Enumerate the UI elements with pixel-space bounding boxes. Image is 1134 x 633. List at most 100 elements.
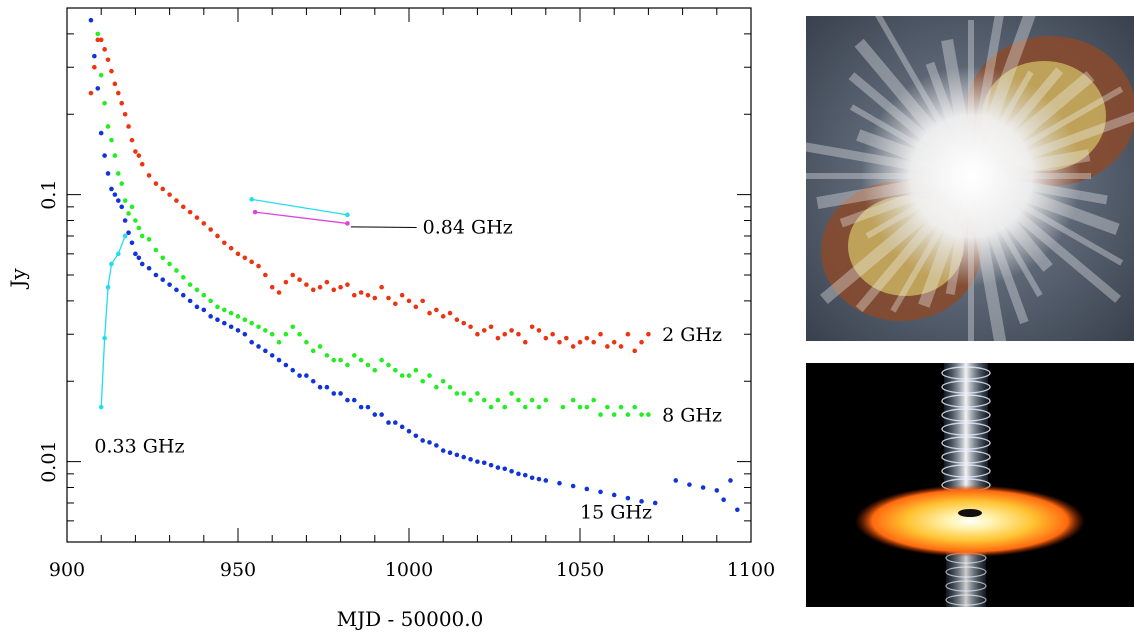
data-point xyxy=(646,412,651,417)
data-point xyxy=(345,212,350,218)
data-point xyxy=(522,472,528,478)
data-point xyxy=(577,404,583,410)
data-point xyxy=(252,209,258,215)
data-point xyxy=(208,298,213,304)
data-point xyxy=(379,357,384,363)
data-point xyxy=(174,268,179,273)
series-line xyxy=(255,211,348,225)
data-point xyxy=(187,298,193,304)
data-point xyxy=(577,339,583,345)
data-point xyxy=(98,404,104,410)
data-point xyxy=(297,373,302,378)
data-point xyxy=(290,272,296,278)
data-point xyxy=(249,339,254,345)
data-marks xyxy=(88,17,740,513)
jet-coil xyxy=(941,422,991,436)
data-point xyxy=(345,362,350,368)
data-point xyxy=(201,292,207,298)
data-point xyxy=(304,282,309,287)
data-point xyxy=(310,287,316,293)
jet-coil xyxy=(941,464,991,478)
data-point xyxy=(386,295,391,301)
data-point xyxy=(119,181,125,186)
x-tick-label: 1100 xyxy=(727,559,775,581)
data-point xyxy=(160,277,166,283)
data-point xyxy=(139,161,145,167)
data-point xyxy=(98,130,104,136)
data-point xyxy=(639,412,644,417)
data-point xyxy=(598,412,603,417)
data-point xyxy=(605,344,610,349)
data-point xyxy=(461,454,467,460)
data-point xyxy=(557,480,562,486)
data-point xyxy=(263,272,268,278)
data-point xyxy=(420,438,425,443)
data-point xyxy=(420,298,425,304)
data-point xyxy=(122,218,128,223)
data-point xyxy=(129,204,135,210)
series-line xyxy=(251,198,348,216)
data-point xyxy=(687,482,692,487)
data-point xyxy=(139,261,145,267)
data-point xyxy=(529,475,535,481)
data-point xyxy=(153,272,159,278)
data-point xyxy=(242,255,248,261)
data-point xyxy=(256,344,261,349)
data-point xyxy=(112,153,118,158)
data-point xyxy=(673,478,679,483)
y-tick-label: 0.1 xyxy=(38,180,60,210)
series-labels: 2 GHz 8 GHz 15 GHz 0.33 GHz 0.84 GHz xyxy=(94,216,722,523)
data-point xyxy=(112,192,118,197)
data-point xyxy=(167,261,172,267)
data-point xyxy=(570,397,576,403)
data-point xyxy=(310,348,316,354)
data-point xyxy=(406,298,412,304)
data-point xyxy=(632,404,638,410)
light-curve-chart: MJD - 50000.0 900 950 1000 1050 1100 Jy 0.01… xyxy=(6,7,775,631)
data-point xyxy=(122,233,128,239)
data-point xyxy=(625,331,631,337)
x-axis: MJD - 50000.0 900 950 1000 1050 1100 xyxy=(49,8,775,631)
data-point xyxy=(434,443,439,448)
data-point xyxy=(228,324,234,330)
data-point xyxy=(543,478,549,483)
data-point xyxy=(379,412,384,417)
jet-coil xyxy=(945,580,987,592)
data-point xyxy=(105,57,111,63)
data-point xyxy=(102,100,107,106)
data-point xyxy=(133,149,138,154)
data-point xyxy=(516,331,521,337)
data-point xyxy=(700,485,706,490)
data-point xyxy=(488,324,494,330)
jet-coil xyxy=(941,450,991,464)
jet-coil xyxy=(941,394,991,408)
data-point xyxy=(427,440,432,445)
data-point xyxy=(269,284,275,290)
data-point xyxy=(399,373,405,378)
x-axis-title: MJD - 50000.0 xyxy=(337,607,484,631)
data-point xyxy=(310,378,316,384)
data-point xyxy=(502,331,508,337)
data-point xyxy=(167,282,172,287)
data-point xyxy=(146,237,152,242)
data-point xyxy=(222,320,227,326)
data-point xyxy=(160,186,166,192)
data-point xyxy=(529,324,535,330)
data-point xyxy=(338,391,343,396)
data-point xyxy=(351,397,357,403)
data-point xyxy=(242,317,248,323)
data-point xyxy=(269,353,275,358)
data-point xyxy=(98,37,104,43)
y-tick-label: 0.01 xyxy=(38,440,60,482)
series-line xyxy=(100,235,126,408)
data-point xyxy=(516,471,521,477)
data-point xyxy=(495,335,501,341)
data-point xyxy=(235,251,241,257)
x-tick-label: 1050 xyxy=(556,559,604,581)
data-point xyxy=(283,362,289,368)
data-point xyxy=(564,335,569,341)
series-3 xyxy=(98,233,128,410)
data-point xyxy=(235,314,241,319)
data-point xyxy=(625,412,631,417)
data-point xyxy=(139,233,145,239)
